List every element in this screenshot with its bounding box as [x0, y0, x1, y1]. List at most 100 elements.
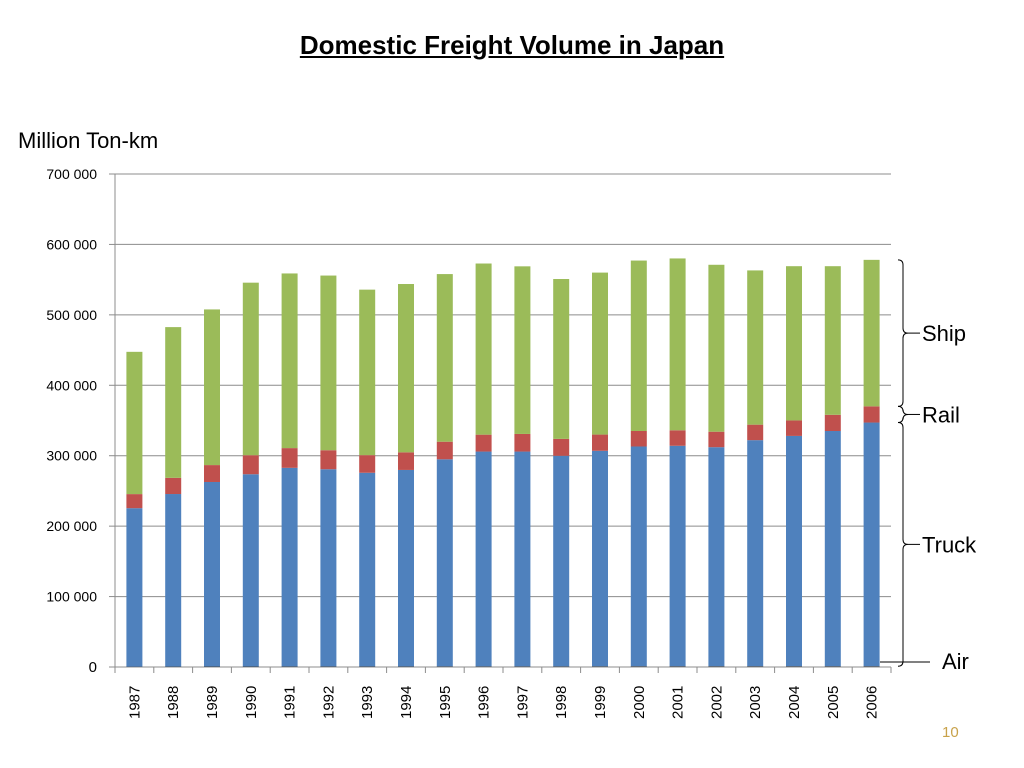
bar-truck-2003 [747, 440, 764, 667]
bar-ship-2004 [786, 266, 802, 421]
bar-truck-2005 [824, 430, 841, 667]
bar-truck-1998 [553, 455, 570, 667]
x-tick-label: 1992 [320, 686, 337, 719]
x-tick-label: 2004 [786, 686, 803, 719]
bar-ship-1997 [514, 266, 531, 434]
bar-air-2001 [669, 666, 686, 667]
legend-bracket-rail [897, 405, 909, 424]
bar-air-2003 [747, 666, 764, 667]
bar-air-1991 [281, 666, 298, 667]
bar-rail-1989 [204, 465, 220, 482]
bar-ship-2005 [824, 266, 841, 415]
bar-air-1999 [592, 666, 608, 667]
bar-rail-1999 [592, 434, 608, 451]
y-tick-label: 100 000 [46, 589, 97, 605]
bar-air-1996 [475, 666, 492, 667]
legend-bracket-ship [897, 259, 909, 407]
x-tick-label: 2000 [631, 686, 648, 719]
y-tick-label: 600 000 [46, 236, 97, 252]
bar-ship-1999 [592, 272, 608, 435]
bar-truck-1993 [359, 472, 376, 667]
bar-ship-1991 [281, 273, 298, 449]
bar-rail-2004 [786, 420, 802, 436]
bars [126, 258, 880, 667]
bar-air-1995 [436, 666, 453, 667]
bar-ship-1993 [359, 289, 376, 456]
bar-rail-2005 [824, 414, 841, 431]
x-tick-label: 1998 [553, 686, 570, 719]
y-tick-label: 300 000 [46, 448, 97, 464]
bar-ship-1994 [398, 284, 414, 453]
x-tick-label: 1988 [165, 686, 182, 719]
legend-label-air: Air [942, 649, 969, 674]
bar-truck-1989 [204, 481, 220, 667]
bar-ship-1990 [242, 282, 259, 456]
x-tick-label: 2003 [747, 686, 764, 719]
bar-air-1992 [320, 666, 337, 667]
bar-ship-2000 [630, 260, 647, 431]
bar-ship-1996 [475, 263, 492, 435]
bar-ship-1989 [204, 309, 220, 466]
bar-rail-1995 [436, 441, 453, 460]
bar-truck-1991 [281, 467, 298, 667]
bar-air-2000 [630, 666, 647, 667]
x-tick-label: 1996 [476, 686, 493, 719]
bar-ship-1987 [126, 351, 143, 495]
bar-rail-2002 [708, 431, 725, 448]
legend-bracket-truck [897, 422, 909, 667]
page-number: 10 [942, 724, 959, 741]
bar-truck-2001 [669, 445, 686, 667]
bar-rail-1990 [242, 455, 259, 475]
bar-rail-1991 [281, 448, 298, 468]
bar-truck-1999 [592, 450, 608, 667]
bar-truck-2002 [708, 447, 725, 667]
x-tick-label: 2001 [670, 686, 687, 719]
x-tick-label: 1987 [126, 686, 143, 719]
legend-label-rail: Rail [922, 402, 960, 427]
bar-air-2002 [708, 666, 725, 667]
gridlines [115, 173, 891, 598]
bar-rail-2003 [747, 424, 764, 441]
x-tick-label: 1993 [359, 686, 376, 719]
legend-label-ship: Ship [922, 321, 966, 346]
bar-truck-1992 [320, 469, 337, 667]
x-tick-label: 1990 [243, 686, 260, 719]
bar-rail-2001 [669, 430, 686, 446]
x-tick-labels: 1987 1988 1989 1990 1991 1992 1993 1994 1995 1996… [126, 686, 880, 719]
bar-ship-1995 [436, 274, 453, 442]
bar-truck-1997 [514, 451, 531, 667]
x-tick-label: 2005 [825, 686, 842, 719]
bar-ship-1998 [553, 279, 570, 439]
bar-rail-1996 [475, 434, 492, 452]
bar-ship-1992 [320, 275, 337, 451]
bar-truck-1988 [165, 494, 182, 667]
bar-rail-1992 [320, 450, 337, 470]
bar-truck-1987 [126, 508, 143, 667]
x-tick-label: 1991 [282, 686, 299, 719]
y-tick-label: 400 000 [46, 377, 97, 393]
bar-rail-1987 [126, 494, 143, 509]
bar-truck-1990 [242, 474, 259, 667]
x-tick-label: 1999 [592, 686, 609, 719]
bar-truck-1994 [398, 469, 414, 667]
bar-air-2004 [786, 666, 802, 667]
bar-rail-1997 [514, 433, 531, 452]
y-axis-unit-label: Million Ton-km [18, 128, 159, 153]
bar-truck-1995 [436, 459, 453, 667]
bar-air-2005 [824, 666, 841, 667]
x-tick-label: 2002 [708, 686, 725, 719]
bar-rail-1998 [553, 438, 570, 456]
bar-air-1998 [553, 666, 570, 667]
x-tick-label: 2006 [864, 686, 881, 719]
bar-ship-2003 [747, 270, 764, 425]
y-tick-label: 500 000 [46, 307, 97, 323]
bar-rail-2006 [863, 406, 880, 423]
x-tick-label: 1989 [204, 686, 221, 719]
bar-ship-2006 [863, 259, 880, 407]
legend-brackets: Air Truck Rail Ship [880, 259, 977, 674]
x-tick-label: 1995 [437, 686, 454, 719]
y-tick-labels: 0 100 000 200 000 300 000 400 000 500 000 600 … [46, 166, 97, 676]
bar-truck-1996 [475, 451, 492, 667]
bar-air-1997 [514, 666, 531, 667]
